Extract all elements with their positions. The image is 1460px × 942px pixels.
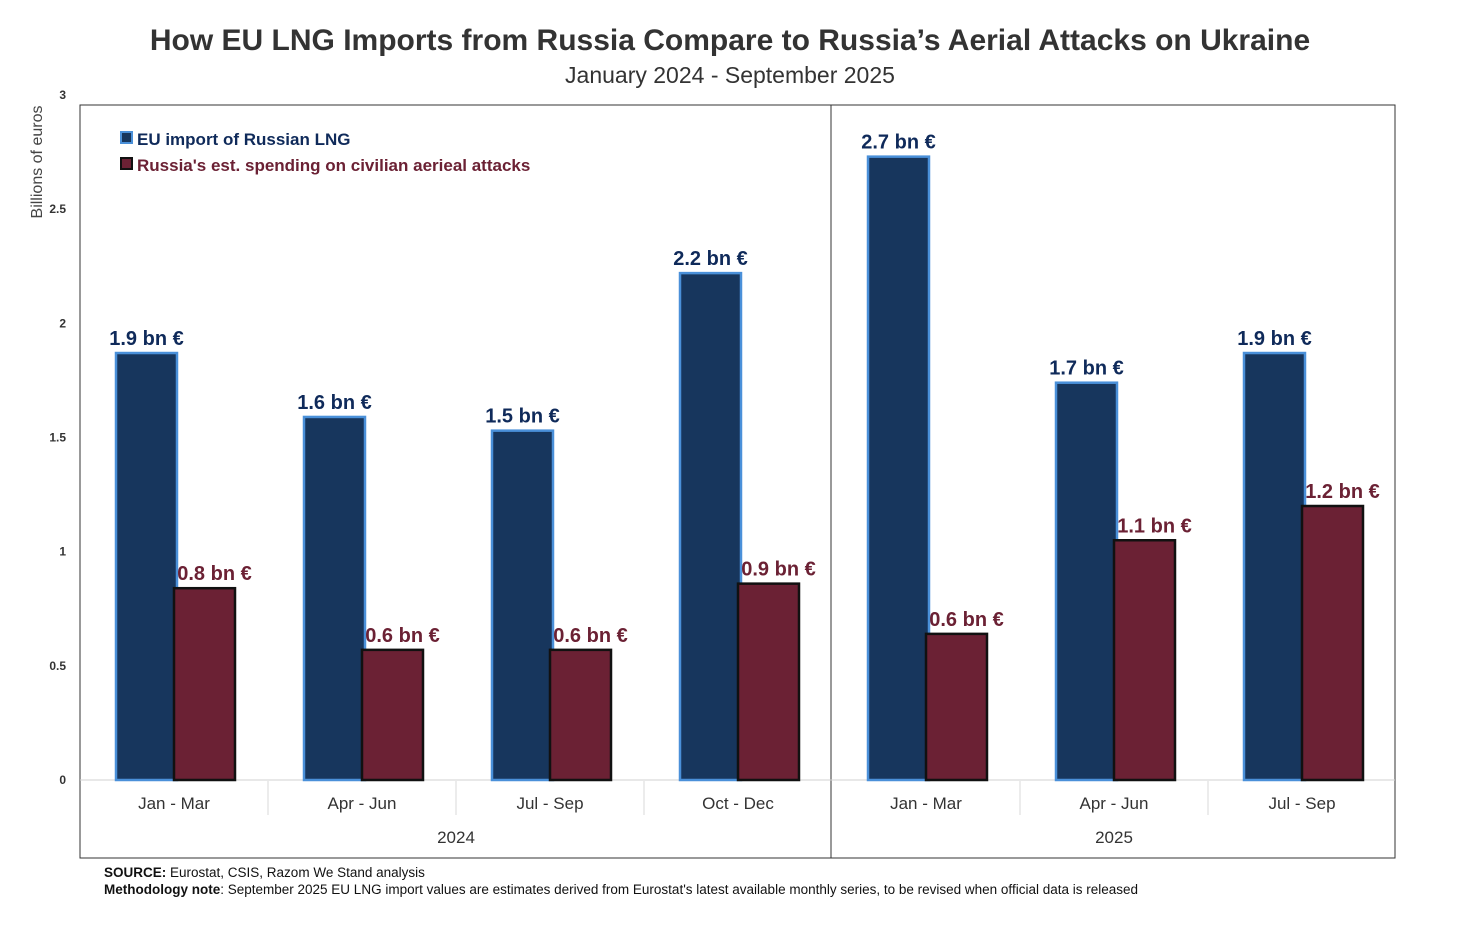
x-tick-label: Apr - Jun: [1080, 794, 1149, 813]
bar-lng: [1054, 381, 1119, 782]
x-tick-label: Oct - Dec: [702, 794, 774, 813]
bar-lng: [114, 351, 179, 782]
data-label-attacks: 0.6 bn €: [929, 609, 1003, 631]
data-label-lng: 1.7 bn €: [1049, 358, 1123, 380]
legend-label-attacks: Russia's est. spending on civilian aerie…: [137, 156, 530, 175]
bar-attacks: [924, 632, 989, 782]
data-label-lng: 1.5 bn €: [485, 406, 559, 428]
bar-attacks: [172, 586, 237, 782]
data-label-attacks: 1.2 bn €: [1305, 481, 1379, 503]
methodology-label: Methodology note: [104, 882, 221, 897]
source-note: SOURCE: Eurostat, CSIS, Razom We Stand a…: [104, 864, 1138, 881]
data-label-attacks: 1.1 bn €: [1117, 515, 1191, 537]
data-label-attacks: 0.6 bn €: [365, 625, 439, 647]
data-label-lng: 1.9 bn €: [109, 328, 183, 350]
source-text: Eurostat, CSIS, Razom We Stand analysis: [166, 865, 425, 880]
methodology-note: Methodology note: September 2025 EU LNG …: [104, 881, 1138, 898]
y-tick-label: 2: [59, 316, 66, 330]
bar-lng: [866, 155, 931, 782]
bar-attacks: [736, 582, 801, 782]
y-tick-label: 1: [59, 545, 66, 559]
y-tick-label: 2.5: [49, 202, 66, 216]
legend-swatch-lng: [120, 131, 133, 144]
x-tick-label: Jan - Mar: [138, 794, 210, 813]
legend-label-lng: EU import of Russian LNG: [137, 130, 350, 149]
data-label-lng: 2.2 bn €: [673, 248, 747, 270]
bar-attacks: [360, 648, 425, 782]
methodology-text: : September 2025 EU LNG import values ar…: [220, 882, 1139, 897]
x-tick-label: Jan - Mar: [890, 794, 962, 813]
y-axis-label: Billions of euros: [29, 106, 46, 219]
plot-frame: [79, 104, 1396, 859]
bar-lng: [302, 415, 367, 782]
y-tick-label: 3: [59, 88, 66, 102]
data-label-lng: 1.9 bn €: [1237, 328, 1311, 350]
y-tick-label: 1.5: [49, 431, 66, 445]
data-label-attacks: 0.9 bn €: [741, 559, 815, 581]
chart-title: How EU LNG Imports from Russia Compare t…: [149, 24, 1311, 57]
source-label: SOURCE:: [104, 865, 167, 880]
legend-swatch-attacks: [120, 157, 133, 170]
data-label-attacks: 0.6 bn €: [553, 625, 627, 647]
year-label: 2024: [437, 828, 475, 847]
data-label-attacks: 0.8 bn €: [177, 563, 251, 585]
y-tick-label: 0.5: [49, 659, 66, 673]
footnotes: SOURCE: Eurostat, CSIS, Razom We Stand a…: [104, 864, 1138, 898]
chart-subtitle: January 2024 - September 2025: [565, 62, 895, 88]
x-tick-label: Jul - Sep: [516, 794, 583, 813]
bar-attacks: [548, 648, 613, 782]
bar-attacks: [1300, 504, 1365, 782]
y-tick-label: 0: [59, 773, 66, 787]
x-tick-label: Jul - Sep: [1268, 794, 1335, 813]
year-label: 2025: [1095, 828, 1133, 847]
bar-lng: [1242, 351, 1307, 782]
bar-lng: [678, 271, 743, 782]
data-label-lng: 2.7 bn €: [861, 132, 935, 154]
bar-attacks: [1112, 539, 1177, 782]
x-tick-label: Apr - Jun: [328, 794, 397, 813]
bar-lng: [490, 429, 555, 782]
data-label-lng: 1.6 bn €: [297, 392, 371, 414]
